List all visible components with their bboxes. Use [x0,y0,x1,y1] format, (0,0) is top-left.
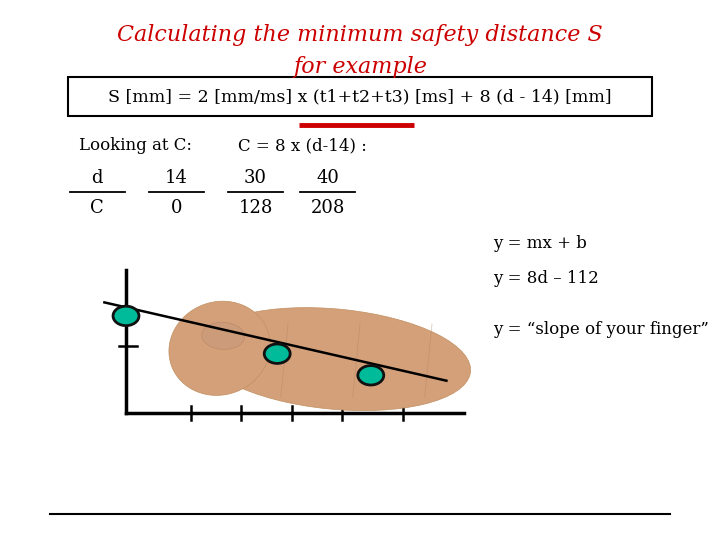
Text: Looking at C:: Looking at C: [79,137,192,154]
Text: Calculating the minimum safety distance S: Calculating the minimum safety distance … [117,24,603,46]
Text: d: d [91,169,103,187]
Text: 208: 208 [310,199,345,217]
Text: for example: for example [293,57,427,78]
Circle shape [358,366,384,385]
Text: y = “slope of your finger”: y = “slope of your finger” [493,321,709,338]
Text: 128: 128 [238,199,273,217]
Text: 40: 40 [316,169,339,187]
Circle shape [264,344,290,363]
Text: C: C [90,199,104,217]
Text: 14: 14 [165,169,188,187]
Ellipse shape [169,301,270,395]
Text: 30: 30 [244,169,267,187]
Text: y = 8d – 112: y = 8d – 112 [493,269,599,287]
Text: S [mm] = 2 [mm/ms] x (t1+t2+t3) [ms] + 8 (d - 14) [mm]: S [mm] = 2 [mm/ms] x (t1+t2+t3) [ms] + 8… [108,88,612,105]
Ellipse shape [202,322,245,349]
Text: y = mx + b: y = mx + b [493,234,587,252]
Text: C = 8 x (d-14) :: C = 8 x (d-14) : [238,137,366,154]
Ellipse shape [199,308,471,410]
Circle shape [113,306,139,326]
Text: 0: 0 [171,199,182,217]
FancyBboxPatch shape [68,77,652,116]
